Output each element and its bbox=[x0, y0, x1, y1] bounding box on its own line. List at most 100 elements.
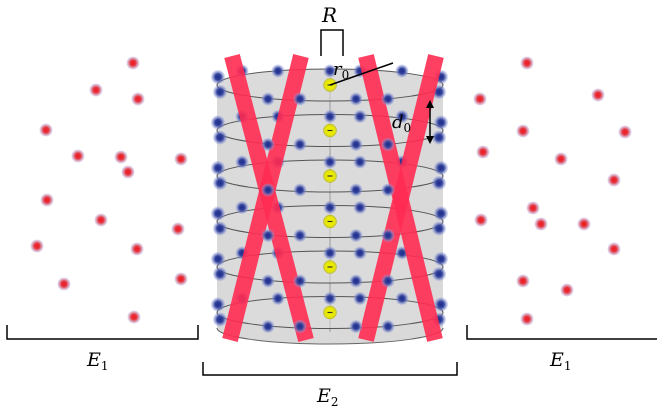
blue-atom bbox=[261, 92, 275, 106]
red-atom bbox=[174, 152, 188, 166]
red-atom bbox=[526, 201, 540, 215]
blue-atom bbox=[395, 292, 409, 305]
red-atom bbox=[174, 272, 188, 286]
blue-atom bbox=[349, 320, 363, 333]
radius-label-R: R bbox=[321, 3, 337, 27]
beam-left-b bbox=[222, 54, 309, 342]
E2-bracket bbox=[202, 362, 458, 376]
blue-atom bbox=[213, 85, 227, 99]
blue-atom bbox=[432, 176, 446, 190]
blue-atom bbox=[271, 292, 285, 305]
blue-atom bbox=[381, 274, 395, 288]
blue-atom bbox=[235, 201, 249, 214]
blue-atom bbox=[349, 92, 363, 106]
blue-atom bbox=[381, 320, 395, 333]
blue-atom bbox=[211, 115, 225, 130]
r0-line bbox=[329, 62, 394, 86]
blue-atom bbox=[353, 110, 367, 123]
red-atom bbox=[89, 83, 103, 97]
red-atom bbox=[127, 310, 141, 324]
red-atom bbox=[618, 125, 632, 139]
red-atom bbox=[534, 217, 548, 231]
blue-atom bbox=[211, 252, 225, 266]
red-atom bbox=[516, 124, 530, 138]
blue-atom bbox=[211, 70, 225, 84]
red-atom bbox=[121, 165, 135, 179]
red-atom bbox=[473, 92, 487, 106]
red-atom bbox=[40, 193, 54, 207]
laser-beams bbox=[222, 53, 444, 343]
left-thermal-cloud bbox=[30, 56, 188, 324]
blue-atom bbox=[213, 176, 227, 190]
blue-atom bbox=[353, 292, 367, 305]
blue-atom bbox=[323, 246, 337, 260]
blue-atom bbox=[353, 246, 367, 260]
blue-atom bbox=[353, 155, 367, 169]
blue-atom bbox=[323, 292, 337, 305]
blue-atom bbox=[293, 320, 307, 333]
blue-atom bbox=[261, 320, 275, 333]
blue-atom bbox=[213, 267, 227, 281]
blue-atom bbox=[349, 274, 363, 288]
blue-atom bbox=[349, 138, 363, 151]
blue-atom bbox=[323, 64, 337, 78]
blue-atom bbox=[293, 92, 307, 106]
blue-atom bbox=[293, 138, 307, 151]
blue-atom bbox=[213, 221, 227, 236]
blue-atom bbox=[432, 267, 446, 281]
blue-atom bbox=[381, 138, 395, 151]
red-atom bbox=[94, 213, 108, 227]
red-atom bbox=[126, 56, 140, 70]
red-atom bbox=[30, 239, 44, 253]
red-atom bbox=[71, 149, 85, 163]
blue-atom bbox=[432, 130, 446, 145]
red-atom bbox=[131, 92, 145, 106]
E1-left-bracket bbox=[6, 325, 199, 340]
region-label-E2: E2 bbox=[316, 385, 339, 409]
blue-atom bbox=[323, 201, 337, 214]
blue-atom bbox=[271, 64, 285, 78]
blue-atom bbox=[293, 183, 307, 197]
blue-atom bbox=[261, 183, 275, 197]
red-atom bbox=[591, 88, 605, 102]
region-label-E1-right: E1 bbox=[549, 349, 572, 373]
blue-atom bbox=[434, 161, 448, 175]
d0-arrow-head-bottom bbox=[426, 136, 434, 144]
blue-atom bbox=[323, 110, 337, 123]
red-atom bbox=[516, 274, 530, 288]
blue-atom bbox=[381, 92, 395, 106]
blue-atom bbox=[211, 206, 225, 221]
blue-atom bbox=[432, 221, 446, 236]
blue-atom bbox=[395, 110, 409, 123]
blue-atom bbox=[213, 312, 227, 327]
annotations bbox=[6, 29, 657, 376]
beam-right-b bbox=[358, 54, 444, 342]
red-atom bbox=[476, 145, 490, 159]
red-atom bbox=[560, 283, 574, 297]
blue-atom bbox=[353, 201, 367, 214]
blue-atom bbox=[395, 64, 409, 78]
blue-atom bbox=[434, 297, 448, 312]
blue-atom bbox=[434, 115, 448, 130]
red-atom bbox=[114, 150, 128, 164]
d0-arrow-head-top bbox=[426, 100, 434, 108]
red-atom bbox=[520, 56, 534, 70]
red-atom bbox=[577, 217, 591, 231]
spacing-label-d0: d0 bbox=[392, 112, 411, 135]
front-atoms bbox=[261, 78, 395, 333]
blue-atom bbox=[261, 138, 275, 151]
red-atom bbox=[39, 123, 53, 137]
blue-atom bbox=[381, 229, 395, 242]
red-atom bbox=[554, 152, 568, 166]
blue-atom bbox=[434, 252, 448, 266]
E1-right-bracket bbox=[466, 325, 657, 340]
red-atom bbox=[607, 173, 621, 187]
blue-atom bbox=[235, 155, 249, 169]
blue-atom bbox=[293, 229, 307, 242]
R-bracket bbox=[320, 29, 344, 56]
red-atom bbox=[474, 213, 488, 227]
blue-atom bbox=[261, 274, 275, 288]
right-thermal-cloud bbox=[473, 56, 632, 326]
blue-atom bbox=[293, 274, 307, 288]
